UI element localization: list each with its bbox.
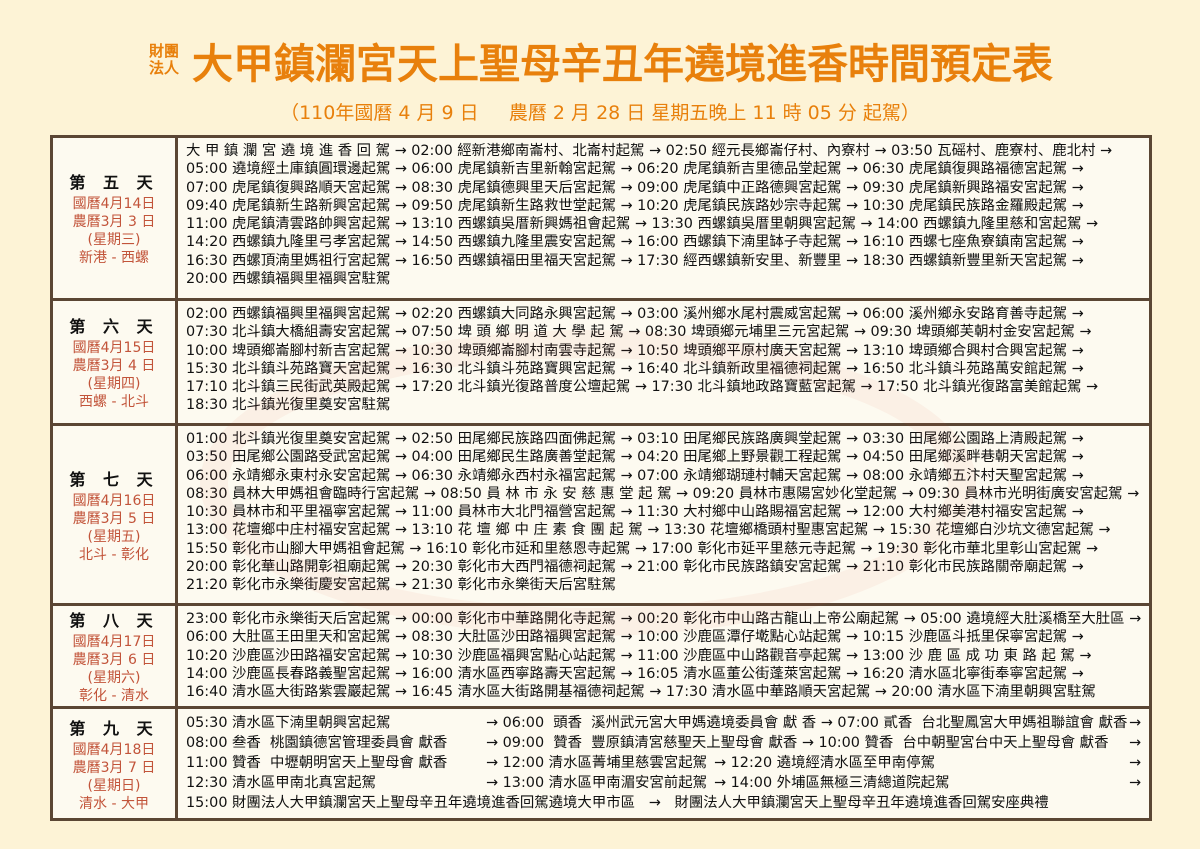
day-weekday: (星期五) [87, 528, 141, 545]
schedule-segment: → 10:00 贊香 台中朝聖宮台中天上聖母會 獻香 [801, 735, 1109, 751]
day-solar: 國曆4月18日 [72, 741, 156, 758]
schedule-line: 12:30 清水區甲南北真宮起駕 → 13:00 清水區甲南湄安宮前起駕 → 14:… [186, 773, 1143, 793]
day-label-cell: 第 九 天國曆4月18日 農曆3月 7 日 (星期日) 清水 - 大甲 [53, 709, 178, 818]
schedule-line: 10:00 埤頭鄉崙腳村新吉宮起駕 → 10:30 埤頭鄉崙腳村南雲寺起駕 → … [186, 342, 1084, 359]
day-row: 第 八 天國曆4月17日 農曆3月 6 日 (星期六) 彰化 - 清水 23:00 彰化… [53, 603, 1149, 706]
day-weekday: (星期六) [87, 670, 141, 686]
schedule-segment: 11:00 贊香 中壢朝明宮天上聖母會 獻香 [186, 755, 452, 771]
schedule-table: 第 五 天國曆4月14日 農曆3月 3 日 (星期三) 新港 - 西螺 大 甲 鎮 瀾 … [50, 135, 1152, 821]
schedule-line: 11:00 虎尾鎮清雲路帥興宮起駕 → 13:10 西螺鎮吳厝新興媽祖會起駕 →… [186, 216, 1099, 233]
schedule-segment: 12:30 清水區甲南北真宮起駕 [186, 775, 376, 791]
schedule-line: 09:40 虎尾鎮新生路新興宮起駕 → 09:50 虎尾鎮新生路救世堂起駕 → … [186, 197, 1084, 214]
schedule-line: 20:00 彰化華山路開彰祖廟起駕 → 20:30 彰化市大西門福德祠起駕 → … [186, 559, 1084, 576]
day-route: 北斗 - 彰化 [79, 546, 149, 563]
day-route: 彰化 - 清水 [79, 688, 149, 704]
schedule-segment: → 12:20 遶境經清水區至甲南停駕 [714, 755, 935, 771]
day-title: 第 八 天 [69, 611, 159, 630]
schedule-line: 05:30 清水區下湳里朝興宮起駕 → 06:00 頭香 溪州武元宮大甲媽遶境委員… [186, 713, 1143, 733]
schedule-segment: → 07:00 貳香 台北聖鳳宮大甲媽祖聯誼會 獻香 [820, 715, 1128, 731]
schedule-line: 07:30 北斗鎮大橋組壽安宮起駕 → 07:50 埤 頭 鄉 明 道 大 學 … [186, 324, 1092, 341]
schedule-line: 10:20 沙鹿區沙田路福安宮起駕 → 10:30 沙鹿區福興宮點心站起駕 → … [186, 647, 1092, 664]
day-lunar: 農曆3月 7 日 [72, 759, 156, 776]
day-title: 第 五 天 [69, 173, 159, 192]
header: 財團法人 大甲鎮瀾宮天上聖母辛丑年遶境進香時間預定表 [0, 30, 1200, 90]
day-weekday: (星期四) [87, 376, 141, 392]
day-label-cell: 第 八 天國曆4月17日 農曆3月 6 日 (星期六) 彰化 - 清水 [53, 606, 178, 706]
schedule-line: 13:00 花壇鄉中庄村福安宮起駕 → 13:10 花 壇 鄉 中 庄 素 食 … [186, 522, 1111, 539]
day-row: 第 七 天國曆4月16日 農曆3月 5 日 (星期五) 北斗 - 彰化 01:00 北斗… [53, 423, 1149, 603]
schedule-line: 14:20 西螺鎮九隆里弓孝宮起駕 → 14:50 西螺鎮九隆里震安宮起駕 → … [186, 234, 1084, 251]
schedule-segment: 08:00 叁香 桃園鎮德宮管理委員會 獻香 [186, 735, 452, 751]
schedule-line: 15:50 彰化市山腳大甲媽祖會起駕 → 16:10 彰化市延和里慈恩寺起駕 →… [186, 540, 1099, 557]
arrow-icon: → [1128, 755, 1141, 771]
schedule-segment: → 14:00 外埔區無極三清總道院起駕 [714, 775, 950, 791]
day-solar: 國曆4月15日 [72, 340, 156, 356]
arrow-icon: → [1128, 735, 1141, 751]
day-row: 第 六 天國曆4月15日 農曆3月 4 日 (星期四) 西螺 - 北斗 02:00 西螺… [53, 298, 1149, 423]
schedule-segment: → 06:00 頭香 溪州武元宮大甲媽遶境委員會 獻 香 [486, 715, 821, 731]
schedule-line: 06:00 大肚區王田里天和宮起駕 → 08:30 大肚區沙田路福興宮起駕 → … [186, 629, 1084, 646]
day-label-cell: 第 七 天國曆4月16日 農曆3月 5 日 (星期五) 北斗 - 彰化 [53, 426, 178, 603]
day-solar: 國曆4月17日 [72, 634, 156, 650]
schedule-line: 08:30 員林大甲媽祖會臨時行宮起駕 → 08:50 員 林 市 永 安 慈 … [186, 485, 1140, 502]
schedule-segment: 15:00 財團法人大甲鎮瀾宮天上聖母辛丑年遶境進香回駕遶境大甲市區 [186, 795, 635, 811]
schedule-lines: 05:30 清水區下湳里朝興宮起駕 → 06:00 頭香 溪州武元宮大甲媽遶境委員… [178, 709, 1149, 818]
schedule-line: 18:30 北斗鎮光復里奠安宮駐駕 [186, 397, 391, 414]
day-route: 西螺 - 北斗 [79, 394, 149, 410]
day-lunar: 農曆3月 4 日 [72, 358, 156, 374]
schedule-line: 21:20 彰化市永樂街慶安宮起駕 → 21:30 彰化市永樂街天后宮駐駕 [186, 577, 616, 594]
schedule-segment: 05:30 清水區下湳里朝興宮起駕 [186, 715, 391, 731]
day-lunar: 農曆3月 3 日 [72, 214, 156, 230]
arrow-icon: → [1128, 715, 1141, 731]
arrow-icon [1141, 793, 1143, 813]
schedule-line: 01:00 北斗鎮光復里奠安宮起駕 → 02:50 田尾鄉民族路四面佛起駕 → … [186, 431, 1084, 447]
schedule-line: 17:10 北斗鎮三民街武英殿起駕 → 17:20 北斗鎮光復路普度公壇起駕 →… [186, 379, 1099, 396]
schedule-segment: → 財團法人大甲鎮瀾宮天上聖母辛丑年遶境進香回駕安座典禮 [635, 795, 1049, 811]
day-row: 第 九 天國曆4月18日 農曆3月 7 日 (星期日) 清水 - 大甲 05:30 清水… [53, 706, 1149, 818]
day-route: 清水 - 大甲 [79, 795, 149, 812]
schedule-line: 07:00 虎尾鎮復興路順天宮起駕 → 08:30 虎尾鎮德興里天后宮起駕 → … [186, 179, 1084, 196]
schedule-line: 大 甲 鎮 瀾 宮 遶 境 進 香 回 駕 → 02:00 經新港鄉南崙村、北崙… [186, 143, 1113, 159]
schedule-line: 20:00 西螺鎮福興里福興宮駐駕 [186, 271, 391, 288]
schedule-segment: → 09:00 贊香 豐原鎮清宮慈聖天上聖母會 獻香 [486, 735, 802, 751]
schedule-lines: 02:00 西螺鎮福興里福興宮起駕 → 02:20 西螺鎮大同路永興宮起駕 → … [178, 301, 1149, 423]
day-weekday: (星期日) [87, 777, 141, 794]
day-lunar: 農曆3月 6 日 [72, 652, 156, 668]
schedule-line: 02:00 西螺鎮福興里福興宮起駕 → 02:20 西螺鎮大同路永興宮起駕 → … [186, 306, 1084, 322]
schedule-lines: 大 甲 鎮 瀾 宮 遶 境 進 香 回 駕 → 02:00 經新港鄉南崙村、北崙… [178, 138, 1149, 298]
day-row: 第 五 天國曆4月14日 農曆3月 3 日 (星期三) 新港 - 西螺 大 甲 鎮 瀾 … [53, 138, 1149, 298]
day-title: 第 九 天 [69, 718, 159, 738]
schedule-line: 06:00 永靖鄉永東村永安宮起駕 → 06:30 永靖鄉永西村永福宮起駕 → … [186, 467, 1084, 484]
schedule-line: 03:50 田尾鄉公園路受武宮起駕 → 04:00 田尾鄉民生路廣善堂起駕 → … [186, 449, 1084, 466]
schedule-line: 16:40 清水區大街路紫雲巖起駕 → 16:45 清水區大街路開基福德祠起駕 … [186, 684, 1096, 701]
day-label-cell: 第 五 天國曆4月14日 農曆3月 3 日 (星期三) 新港 - 西螺 [53, 138, 178, 298]
page-title: 大甲鎮瀾宮天上聖母辛丑年遶境進香時間預定表 [192, 40, 1054, 88]
schedule-line: 15:00 財團法人大甲鎮瀾宮天上聖母辛丑年遶境進香回駕遶境大甲市區 → 財團法… [186, 793, 1143, 813]
schedule-line: 08:00 叁香 桃園鎮德宮管理委員會 獻香 → 09:00 贊香 豐原鎮清宮慈… [186, 733, 1143, 753]
schedule-segment: → 12:00 清水區菁埔里慈雲宮起駕 [486, 755, 707, 771]
day-title: 第 七 天 [69, 469, 159, 489]
schedule-lines: 23:00 彰化市永樂街天后宮起駕 → 00:00 彰化市中華路開化寺起駕 → … [178, 606, 1149, 706]
organization-label: 財團法人 [148, 42, 179, 77]
day-title: 第 六 天 [69, 317, 159, 336]
schedule-line: 10:30 員林市和平里福寧宮起駕 → 11:00 員林市大北門福營宮起駕 → … [186, 504, 1084, 521]
schedule-line: 16:30 西螺頂湳里媽祖行宮起駕 → 16:50 西螺鎮福田里福天宮起駕 → … [186, 252, 1084, 269]
schedule-line: 14:00 沙鹿區長春路義聖宮起駕 → 16:00 清水區西寧路壽天宮起駕 → … [186, 665, 1084, 682]
schedule-line: 11:00 贊香 中壢朝明宮天上聖母會 獻香 → 12:00 清水區菁埔里慈雲宮… [186, 753, 1143, 773]
day-lunar: 農曆3月 5 日 [72, 510, 156, 527]
arrow-icon: → [1128, 775, 1141, 791]
schedule-line: 05:00 遶境經土庫鎮圓環邊起駕 → 06:00 虎尾鎮新吉里新翰宮起駕 → … [186, 161, 1084, 178]
schedule-line: 15:30 北斗鎮斗苑路寶天宮起駕 → 16:30 北斗鎮斗苑路寶興宮起駕 → … [186, 360, 1084, 377]
schedule-line: 23:00 彰化市永樂街天后宮起駕 → 00:00 彰化市中華路開化寺起駕 → … [186, 611, 1142, 627]
day-solar: 國曆4月16日 [72, 492, 156, 509]
day-solar: 國曆4月14日 [72, 196, 156, 212]
day-label-cell: 第 六 天國曆4月15日 農曆3月 4 日 (星期四) 西螺 - 北斗 [53, 301, 178, 423]
schedule-lines: 01:00 北斗鎮光復里奠安宮起駕 → 02:50 田尾鄉民族路四面佛起駕 → … [178, 426, 1149, 603]
day-weekday: (星期三) [87, 232, 141, 248]
day-route: 新港 - 西螺 [79, 250, 149, 266]
page-subtitle: （110年國曆 4 月 9 日 農曆 2 月 28 日 星期五晚上 11 時 0… [280, 102, 920, 124]
schedule-segment: → 13:00 清水區甲南湄安宮前起駕 [486, 775, 707, 791]
